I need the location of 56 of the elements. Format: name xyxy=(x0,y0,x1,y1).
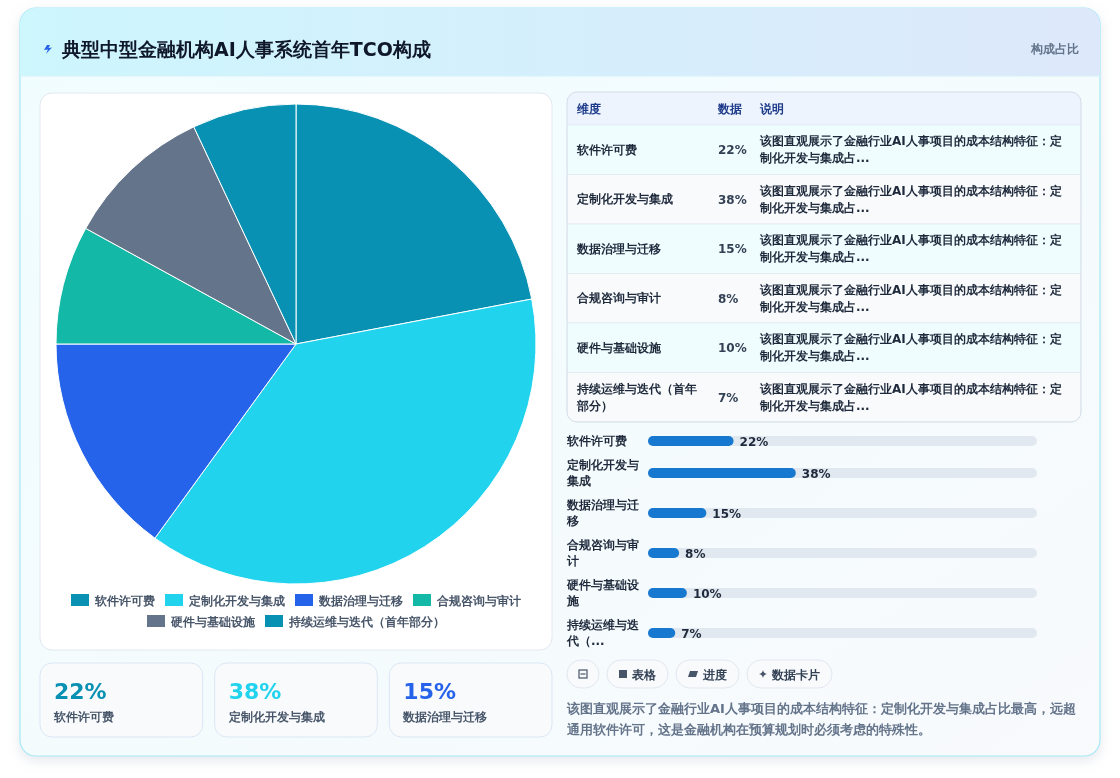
data-label: 15% xyxy=(712,506,742,521)
text: 22% xyxy=(718,143,747,158)
legend-label: 硬件与基础设施 xyxy=(170,614,256,629)
tab-button[interactable] xyxy=(675,659,740,689)
bar xyxy=(648,548,680,558)
category-label: 硬件与基础设施 xyxy=(576,340,662,355)
bar xyxy=(648,628,676,638)
text: 该图直观展示了金融行业AI人事项目的成本结构特征：定制化开发与集成占... xyxy=(759,183,1062,215)
category-label: 持续运维与迭代（首年部分） xyxy=(576,381,697,413)
data-label: 8% xyxy=(685,546,706,561)
y-tick-label: 软件许可费 xyxy=(566,434,627,448)
text: 10% xyxy=(718,341,747,356)
data-label: 22% xyxy=(739,434,769,449)
y-tick-label: 合规咨询与审计 xyxy=(566,538,639,568)
legend-label: 合规咨询与审计 xyxy=(436,593,521,608)
category-label: 定制化开发与集成 xyxy=(576,192,673,207)
text: 数据 xyxy=(717,102,742,116)
y-tick-label: 定制化开发与集成 xyxy=(566,458,639,488)
category-label: 数据治理与迁移 xyxy=(576,241,661,256)
text: 该图直观展示了金融行业AI人事项目的成本结构特征：定制化开发与集成占... xyxy=(759,233,1062,265)
legend-label: 数据治理与迁移 xyxy=(318,593,403,608)
text: 15% xyxy=(718,242,747,257)
text: 该图直观展示了金融行业AI人事项目的成本结构特征：定制化开发与集成占... xyxy=(759,381,1062,413)
data-label: 10% xyxy=(692,586,722,601)
tab-button[interactable] xyxy=(746,659,833,689)
bar xyxy=(648,508,707,518)
text: 7% xyxy=(718,390,739,405)
category-label: 数据治理与迁移 xyxy=(402,710,488,724)
category-label: 表格 xyxy=(631,667,657,682)
text: 22% xyxy=(54,679,107,704)
y-tick-label: 硬件与基础设施 xyxy=(566,578,640,608)
category-label: 进度 xyxy=(702,667,727,682)
text: 该图直观展示了金融行业AI人事项目的成本结构特征：定制化开发与集成占... xyxy=(759,282,1062,314)
chart-title: 典型中型金融机构AI人事系统首年TCO构成 xyxy=(61,38,431,60)
legend-label: 软件许可费 xyxy=(94,593,155,608)
y-tick-label: 数据治理与迁移 xyxy=(566,498,639,528)
text: 该图直观展示了金融行业AI人事项目的成本结构特征：定制化开发与集成占... xyxy=(759,134,1062,166)
text: 该图直观展示了金融行业AI人事项目的成本结构特征：定制化开发与集成占比最高，远超通用软件许可，这是金融机构在预算规划时必须考虑的特殊性。 xyxy=(566,701,1076,737)
category-label: 合规咨询与审计 xyxy=(576,291,661,306)
text: 38% xyxy=(228,679,282,704)
data-label: 38% xyxy=(801,466,831,481)
text: 维度 xyxy=(576,102,601,116)
legend-label: 定制化开发与集成 xyxy=(188,593,285,608)
text: 15% xyxy=(403,679,457,704)
data-label: 7% xyxy=(681,626,702,641)
category-label: 数据卡片 xyxy=(771,667,820,682)
text: 构成占比 xyxy=(1030,42,1079,56)
legend-label: 持续运维与迭代（首年部分） xyxy=(288,614,445,629)
category-label: 软件许可费 xyxy=(53,710,114,724)
y-tick-label: 持续运维与迭代（... xyxy=(566,618,640,648)
text: 该图直观展示了金融行业AI人事项目的成本结构特征：定制化开发与集成占... xyxy=(759,332,1062,364)
text: 8% xyxy=(718,291,739,306)
bar xyxy=(648,588,687,598)
text: 说明 xyxy=(759,102,784,116)
category-label: 定制化开发与集成 xyxy=(227,710,325,724)
text: 38% xyxy=(718,192,747,207)
